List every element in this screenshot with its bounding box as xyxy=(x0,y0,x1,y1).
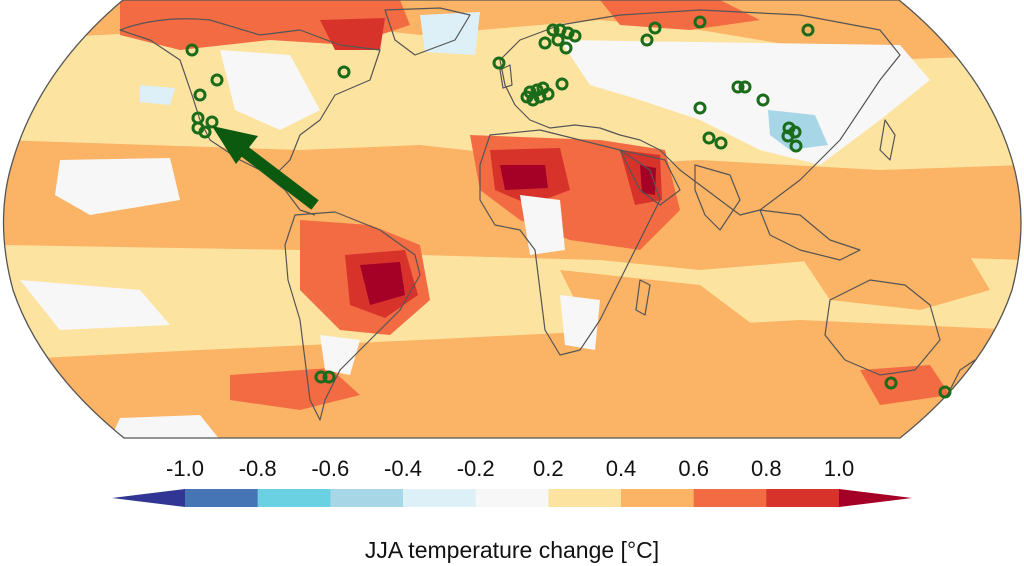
site-marker xyxy=(693,101,707,115)
colorbar-tick-label: -1.0 xyxy=(166,456,204,481)
site-marker xyxy=(541,87,555,101)
anomaly-region-neutral xyxy=(560,40,930,165)
anomaly-region-cool xyxy=(420,12,480,55)
site-marker xyxy=(731,80,745,94)
colorbar-bins xyxy=(185,489,840,507)
site-marker xyxy=(492,56,506,70)
anomaly-region-neutral xyxy=(520,195,565,255)
anomaly-region-neutral xyxy=(20,280,170,330)
colorbar-tick-label: 0.6 xyxy=(678,456,709,481)
site-marker xyxy=(561,26,575,40)
anomaly-region-0.4-0.6 xyxy=(3,320,1021,438)
colorbar-bin xyxy=(548,489,622,507)
anomaly-region-over-1.0 xyxy=(500,165,548,190)
colorbar-tick-label: 0.2 xyxy=(533,456,564,481)
colorbar: -1.0 -0.8 -0.6 -0.4 -0.2 0.2 0.4 0.6 0.8 1.0 JJA … xyxy=(112,456,912,563)
site-marker xyxy=(693,15,707,29)
world-map xyxy=(2,0,1022,439)
site-markers xyxy=(185,15,952,399)
arrow-shaft xyxy=(236,143,319,210)
anomaly-region-neutral xyxy=(110,415,220,438)
colorbar-bin xyxy=(475,489,549,507)
site-marker xyxy=(193,88,207,102)
site-marker xyxy=(185,43,199,57)
anomaly-region-neutral xyxy=(55,158,180,215)
site-marker xyxy=(559,41,573,55)
site-marker xyxy=(568,29,582,43)
site-marker xyxy=(702,131,716,145)
colorbar-title: JJA temperature change [°C] xyxy=(365,537,659,563)
coastline-india xyxy=(694,164,741,231)
anomaly-region-0.8-1.0 xyxy=(320,18,385,50)
site-marker xyxy=(789,139,803,153)
colorbar-under-triangle xyxy=(112,489,185,507)
coastline-japan xyxy=(879,119,896,161)
site-marker xyxy=(322,370,336,384)
site-marker xyxy=(551,33,565,47)
colorbar-tick-label: 0.8 xyxy=(751,456,782,481)
site-marker xyxy=(555,77,569,91)
colorbar-bin xyxy=(403,489,476,507)
coastline-arabia xyxy=(619,149,681,206)
site-marker xyxy=(526,93,540,107)
arrow-annotation xyxy=(212,126,319,210)
site-marker xyxy=(337,65,351,79)
colorbar-tick-label: 0.4 xyxy=(606,456,637,481)
coastline-australia xyxy=(824,279,941,376)
site-marker xyxy=(884,376,898,390)
colorbar-tick-label: -0.8 xyxy=(239,456,277,481)
colorbar-bin xyxy=(185,489,258,507)
colorbar-tick-label: -0.6 xyxy=(311,456,349,481)
site-marker xyxy=(781,129,795,143)
site-marker xyxy=(640,33,654,47)
colorbar-tick-label: -0.4 xyxy=(384,456,422,481)
coastline-uk xyxy=(499,64,513,89)
map-outline xyxy=(2,0,1022,439)
coastline-south-america xyxy=(284,211,421,421)
colorbar-bin xyxy=(766,489,840,507)
coastline-madagascar xyxy=(635,279,651,316)
anomaly-region-0.4-0.6 xyxy=(560,270,760,360)
site-marker xyxy=(648,21,662,35)
site-marker xyxy=(538,36,552,50)
colorbar-tick-labels: -1.0 -0.8 -0.6 -0.4 -0.2 0.2 0.4 0.6 0.8 1.0 xyxy=(166,456,854,481)
site-marker xyxy=(801,23,815,37)
anomaly-region-0.4-0.6 xyxy=(780,215,990,310)
site-marker xyxy=(314,370,328,384)
colorbar-over-triangle xyxy=(839,489,912,507)
colorbar-tick-label: -0.2 xyxy=(457,456,495,481)
anomaly-region-over-1.0 xyxy=(640,165,656,195)
anomaly-region-neutral xyxy=(560,295,600,350)
anomaly-region-0.6-0.8 xyxy=(230,368,360,410)
colorbar-bin xyxy=(330,489,404,507)
coastline-southeast-asia xyxy=(759,209,861,261)
site-marker xyxy=(546,23,560,37)
anomaly-region-neutral xyxy=(220,50,320,130)
site-marker xyxy=(210,73,224,87)
site-marker xyxy=(738,80,752,94)
colorbar-tick-label: 1.0 xyxy=(824,456,855,481)
arrow-head xyxy=(212,126,258,164)
site-marker xyxy=(756,93,770,107)
anomaly-region-neutral xyxy=(320,335,360,375)
site-marker xyxy=(198,125,212,139)
anomaly-region-cool xyxy=(140,85,175,105)
site-marker xyxy=(714,136,728,150)
anomaly-regions xyxy=(3,0,1021,438)
colorbar-bin xyxy=(257,489,331,507)
site-marker xyxy=(938,385,952,399)
colorbar-bin xyxy=(621,489,694,507)
anomaly-region-0.6-0.8 xyxy=(600,0,760,30)
anomaly-region-over-1.0 xyxy=(360,262,405,305)
coastline-north-america xyxy=(119,18,381,176)
colorbar-bin xyxy=(693,489,767,507)
coastline-greenland xyxy=(384,7,471,56)
site-marker xyxy=(205,115,219,129)
